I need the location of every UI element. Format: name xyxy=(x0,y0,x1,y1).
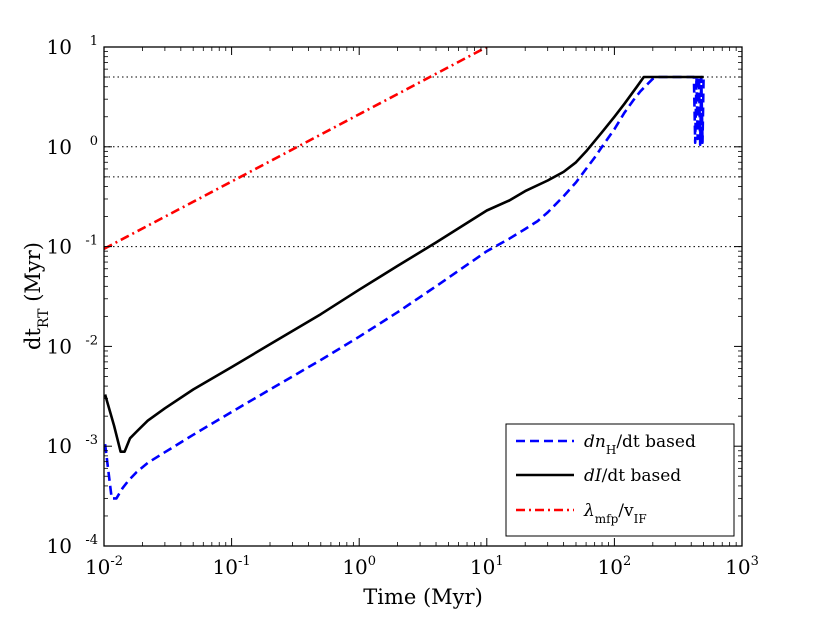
x-tick-label-base: 10 xyxy=(85,555,110,579)
x-tick-label: 101 xyxy=(470,554,504,579)
series-layer xyxy=(104,47,705,500)
plot-frame xyxy=(103,46,743,547)
x-tick-label-exp: -1 xyxy=(238,554,251,569)
x-tick-label-base: 10 xyxy=(470,555,495,579)
legend-label-dn: dnH/dt based xyxy=(584,432,696,457)
series-line-1 xyxy=(104,75,704,454)
legend-label-lambda-a: λ xyxy=(583,501,595,521)
legend-label-di-b: /dt based xyxy=(602,466,682,486)
y-tick-label-base: 10 xyxy=(47,235,72,259)
y-axis-label-unit: (Myr) xyxy=(21,242,45,308)
y-tick-label-exp: -3 xyxy=(85,433,98,448)
legend-label-dn-a: dn xyxy=(584,432,606,452)
x-tick-label: 10-2 xyxy=(85,554,123,579)
y-tick-label-exp: 0 xyxy=(90,134,98,149)
x-tick-label: 10-1 xyxy=(213,554,251,579)
y-tick-label: 10 -2 xyxy=(47,333,98,358)
x-tick-label-exp: 0 xyxy=(368,554,376,569)
x-tick-label-base: 10 xyxy=(725,555,750,579)
y-tick-label-base: 10 xyxy=(47,334,72,358)
y-tick-label: 10 1 xyxy=(47,34,98,59)
y-tick-label-base: 10 xyxy=(47,434,72,458)
y-axis-label-base: dt xyxy=(21,328,45,350)
y-tick-label-exp: -4 xyxy=(85,533,98,548)
x-tick-label-base: 10 xyxy=(598,555,623,579)
x-tick-label-base: 10 xyxy=(213,555,238,579)
x-tick-label-base: 10 xyxy=(342,555,367,579)
x-tick-label-exp: 2 xyxy=(623,554,631,569)
legend-label-lambda-sub: mfp xyxy=(595,512,619,526)
y-tick-label-base: 10 xyxy=(47,135,72,159)
x-tick-label: 100 xyxy=(342,554,376,579)
x-tick-label-exp: 1 xyxy=(495,554,503,569)
x-tick-label-exp: -2 xyxy=(110,554,123,569)
x-axis-label: Time (Myr) xyxy=(363,585,483,609)
x-tick-label: 103 xyxy=(725,554,759,579)
y-axis-label: dtRT (Myr) xyxy=(21,242,52,350)
y-tick-label-base: 10 xyxy=(47,534,72,558)
series-line-0 xyxy=(104,75,705,500)
y-tick-label: 10 -3 xyxy=(47,433,98,458)
legend-label-lambda-b: /v xyxy=(618,501,634,521)
series-line-2 xyxy=(104,47,488,250)
legend-box xyxy=(505,423,735,537)
x-axis: 10-2 10-1 100 101 102 103 xyxy=(85,47,759,579)
y-tick-label: 10 -1 xyxy=(47,234,98,259)
y-tick-label-base: 10 xyxy=(47,35,72,59)
y-tick-label-exp: -1 xyxy=(85,234,98,249)
y-tick-label: 10 0 xyxy=(47,134,98,159)
legend-label-lambda: λmfp/vIF xyxy=(583,501,647,526)
legend-label-di-a: dI xyxy=(584,466,602,486)
x-tick-label: 102 xyxy=(598,554,632,579)
y-axis-label-sub: RT xyxy=(36,308,52,328)
y-tick-label-exp: -2 xyxy=(85,333,98,348)
legend-label-lambda-sub2: IF xyxy=(634,512,647,526)
reference-lines xyxy=(104,76,742,248)
legend-label-di: dI/dt based xyxy=(584,466,681,486)
y-axis: 10 -4 10 -3 10 -2 10 -1 10 0 10 1 xyxy=(47,34,742,558)
legend: dnH/dt based dI/dt based λmfp/vIF xyxy=(505,423,735,537)
legend-label-dn-b: /dt based xyxy=(616,432,696,452)
legend-label-dn-sub: H xyxy=(606,443,616,457)
y-tick-label-exp: 1 xyxy=(90,34,98,49)
y-tick-label: 10 -4 xyxy=(47,533,98,558)
x-tick-label-exp: 3 xyxy=(751,554,759,569)
